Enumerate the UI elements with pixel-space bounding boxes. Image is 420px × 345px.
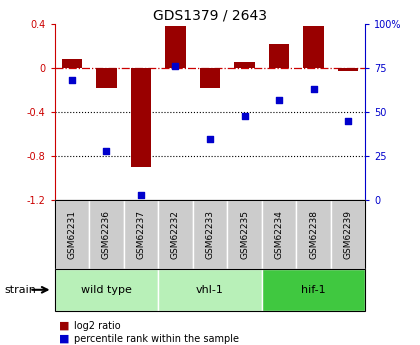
Bar [331, 200, 365, 269]
Bar [227, 200, 262, 269]
Bar [262, 200, 297, 269]
Point [138, 192, 144, 198]
Point [103, 148, 110, 154]
Bar [158, 200, 193, 269]
Point [276, 97, 282, 102]
Bar [269, 44, 289, 68]
Bar [200, 68, 221, 88]
Text: GSM62235: GSM62235 [240, 210, 249, 259]
Point [345, 118, 352, 124]
Point [310, 87, 317, 92]
Text: strain: strain [4, 285, 36, 295]
Text: vhl-1: vhl-1 [196, 285, 224, 295]
Point [172, 63, 179, 69]
Point [207, 136, 213, 141]
Bar [131, 68, 151, 167]
Text: log2 ratio: log2 ratio [74, 321, 120, 331]
Text: ■: ■ [59, 321, 69, 331]
Text: GSM62231: GSM62231 [67, 210, 76, 259]
Text: GSM62236: GSM62236 [102, 210, 111, 259]
Bar [55, 269, 158, 310]
Point [241, 113, 248, 118]
Text: percentile rank within the sample: percentile rank within the sample [74, 334, 239, 344]
Bar [158, 269, 262, 310]
Bar [303, 26, 324, 68]
Bar [96, 68, 117, 88]
Point [68, 78, 75, 83]
Text: wild type: wild type [81, 285, 132, 295]
Text: GSM62237: GSM62237 [136, 210, 145, 259]
Bar [123, 200, 158, 269]
Text: GSM62239: GSM62239 [344, 210, 353, 259]
Text: GSM62234: GSM62234 [275, 210, 284, 259]
Bar [89, 200, 123, 269]
Bar [262, 269, 365, 310]
Bar [338, 68, 359, 71]
Text: ■: ■ [59, 334, 69, 344]
Bar [193, 200, 227, 269]
Text: GSM62233: GSM62233 [205, 210, 215, 259]
Text: GSM62238: GSM62238 [309, 210, 318, 259]
Bar [61, 59, 82, 68]
Text: GDS1379 / 2643: GDS1379 / 2643 [153, 9, 267, 23]
Text: hif-1: hif-1 [301, 285, 326, 295]
Bar [234, 61, 255, 68]
Bar [297, 200, 331, 269]
Bar [165, 26, 186, 68]
Bar [55, 200, 89, 269]
Text: GSM62232: GSM62232 [171, 210, 180, 259]
